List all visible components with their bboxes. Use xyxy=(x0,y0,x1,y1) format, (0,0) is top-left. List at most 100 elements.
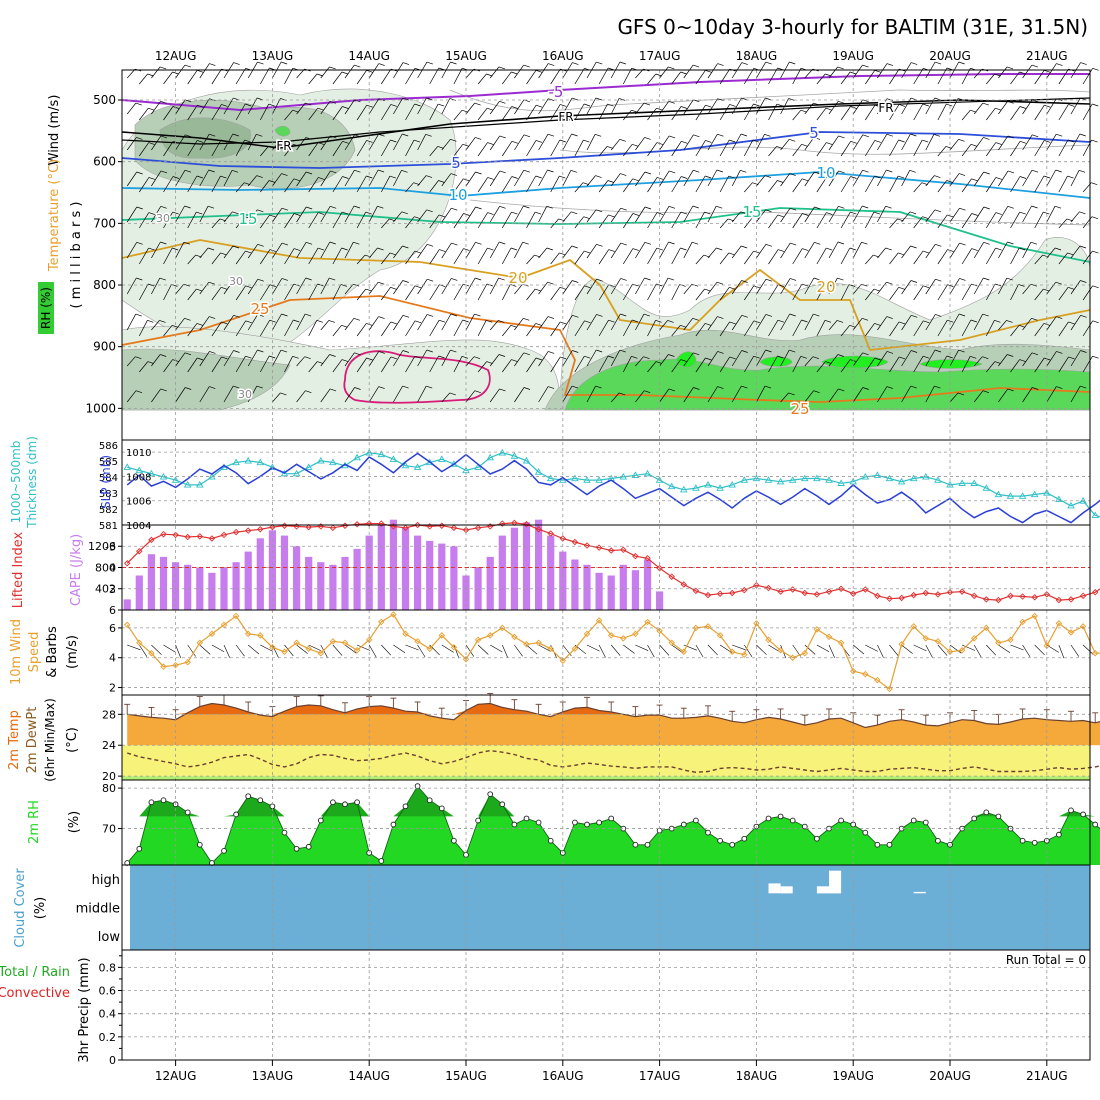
upper-wind-barb xyxy=(584,250,591,254)
upper-wind-barb xyxy=(199,206,209,223)
upper-wind-barb xyxy=(526,323,536,337)
lifted-index-point xyxy=(293,523,300,530)
upper-wind-barb xyxy=(837,241,845,245)
upper-wind-barb xyxy=(489,206,500,223)
upper-wind-barb xyxy=(647,247,658,265)
upper-wind-barb xyxy=(901,97,912,115)
wind-speed-point xyxy=(184,658,191,666)
upper-wind-barb xyxy=(502,359,512,373)
upper-wind-barb xyxy=(514,318,524,331)
lifted-index-point xyxy=(269,523,276,531)
upper-wind-barb xyxy=(716,247,723,251)
lifted-index-point xyxy=(728,589,736,597)
upper-wind-barb xyxy=(547,133,555,137)
upper-wind-barb xyxy=(716,281,724,285)
upper-wind-barb xyxy=(985,283,996,301)
upper-wind-barb xyxy=(489,388,500,403)
lifted-index-point xyxy=(535,526,542,533)
cloud-level-label: low xyxy=(98,930,121,945)
upper-wind-barb xyxy=(667,320,674,323)
lifted-index-point xyxy=(704,591,712,599)
upper-wind-barb xyxy=(233,385,240,389)
upper-wind-barb xyxy=(356,357,367,373)
upper-wind-barb xyxy=(889,321,900,337)
upper-wind-barb xyxy=(619,98,626,101)
upper-wind-barb xyxy=(994,73,1001,77)
wind-speed-point xyxy=(1079,623,1087,630)
upper-wind-barb xyxy=(368,316,379,331)
upper-wind-barb xyxy=(814,171,821,175)
upper-wind-barb xyxy=(668,66,675,70)
upper-wind-barb xyxy=(281,207,289,211)
rh-contour-line xyxy=(469,199,1091,226)
cape-bar xyxy=(365,535,373,610)
upper-wind-barb xyxy=(163,325,173,337)
surface-wind-barb xyxy=(635,644,649,651)
upper-wind-barb xyxy=(852,283,862,295)
upper-wind-barb xyxy=(595,385,602,389)
top-date-label: 12AUG xyxy=(155,49,197,63)
upper-wind-barb xyxy=(934,61,942,65)
upper-wind-barb xyxy=(535,323,542,326)
upper-wind-barb xyxy=(973,242,984,259)
upper-wind-barb xyxy=(429,103,439,121)
isotherm-label: 5 xyxy=(451,154,461,172)
lifted-index-point xyxy=(402,524,409,532)
cape-label: CAPE (J/kg) xyxy=(69,534,84,606)
upper-wind-barb xyxy=(135,390,143,394)
upper-wind-barb xyxy=(598,249,609,265)
upper-wind-barb xyxy=(199,98,210,115)
bottom-date-label: 13AUG xyxy=(252,1069,294,1083)
upper-wind-barb xyxy=(368,351,380,367)
upper-wind-barb xyxy=(1046,169,1057,187)
upper-wind-barb xyxy=(151,354,161,367)
thickness-point xyxy=(425,458,434,466)
thickness-point xyxy=(232,458,240,466)
upper-wind-barb xyxy=(659,241,669,259)
upper-wind-barb xyxy=(1054,205,1062,209)
upper-wind-barb xyxy=(765,314,773,317)
upper-wind-barb xyxy=(958,349,965,353)
upper-wind-barb xyxy=(247,314,258,331)
lifted-index-point xyxy=(499,520,506,527)
upper-wind-barb xyxy=(947,249,954,252)
upper-wind-barb xyxy=(659,135,670,151)
upper-wind-barb xyxy=(293,319,300,323)
isotherm-freezing xyxy=(121,97,1091,145)
upper-wind-barb xyxy=(221,356,228,360)
rh2m-point xyxy=(221,847,227,854)
upper-wind-barb xyxy=(669,170,676,174)
lifted-index-point xyxy=(148,536,155,544)
upper-wind-barb xyxy=(970,109,977,113)
upper-wind-barb xyxy=(462,143,469,147)
cape-bar xyxy=(426,540,434,610)
upper-wind-barb xyxy=(405,216,415,229)
upper-wind-barb xyxy=(862,205,869,209)
upper-wind-barb xyxy=(393,245,403,259)
upper-wind-barb xyxy=(514,387,525,403)
bottom-date-label: 19AUG xyxy=(832,1069,874,1083)
upper-wind-barb xyxy=(1022,99,1033,115)
upper-wind-barb xyxy=(441,313,452,331)
upper-wind-barb xyxy=(354,352,361,356)
upper-wind-barb xyxy=(741,314,748,318)
upper-wind-barb xyxy=(1067,175,1074,179)
top-date-label: 20AUG xyxy=(929,49,971,63)
upper-wind-barb xyxy=(526,254,535,265)
upper-wind-barb xyxy=(1007,388,1014,392)
upper-wind-barb xyxy=(209,386,216,389)
wind-speed-point xyxy=(765,636,772,644)
upper-wind-barb xyxy=(256,175,263,178)
upper-wind-barb xyxy=(151,66,161,79)
upper-wind-barb xyxy=(160,135,168,139)
upper-wind-barb xyxy=(768,320,779,337)
upper-wind-barb xyxy=(474,390,481,394)
upper-wind-barb xyxy=(1068,321,1075,325)
upper-wind-barb xyxy=(135,313,142,317)
lifted-index-point xyxy=(741,586,748,594)
upper-wind-barb xyxy=(1022,352,1033,367)
upper-wind-barb xyxy=(849,324,856,328)
upper-wind-barb xyxy=(1022,170,1033,187)
upper-wind-barb xyxy=(260,284,271,301)
upper-wind-barb xyxy=(538,134,549,151)
